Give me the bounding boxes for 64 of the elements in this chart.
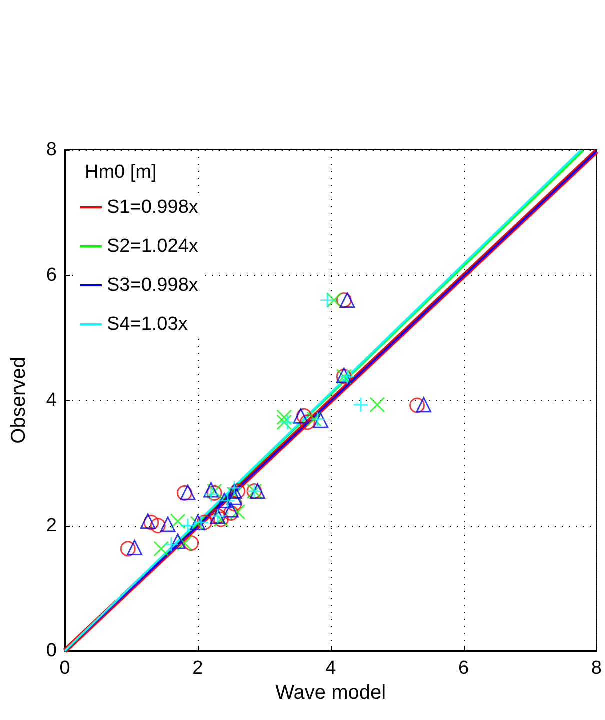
point — [176, 536, 192, 551]
point — [150, 518, 166, 534]
x-tick-label: 8 — [591, 658, 602, 679]
x-tick-label: 0 — [60, 658, 70, 679]
point — [320, 292, 336, 308]
y-tick-label: 0 — [46, 640, 57, 662]
point — [194, 514, 209, 530]
point — [370, 397, 386, 413]
x-tick-label: 2 — [192, 658, 204, 679]
point — [313, 412, 329, 428]
point — [280, 414, 296, 430]
x-tick-label: 4 — [326, 658, 337, 679]
point — [204, 486, 219, 502]
point — [326, 292, 342, 308]
point — [416, 397, 432, 413]
y-tick-label: 8 — [46, 140, 57, 160]
point — [306, 412, 322, 427]
point — [226, 484, 242, 500]
point — [140, 514, 156, 530]
point — [340, 292, 356, 308]
legend-label: S3=0.998x — [107, 275, 199, 296]
point — [216, 493, 232, 508]
point — [196, 514, 212, 530]
point — [296, 408, 312, 424]
point — [226, 480, 242, 496]
x-tick-label: 6 — [458, 658, 470, 679]
point — [310, 412, 326, 427]
point — [336, 292, 352, 308]
point — [154, 541, 170, 557]
legend-label: S2=1.024x — [107, 236, 199, 257]
point — [223, 502, 239, 518]
point — [226, 490, 242, 506]
y-tick-label: 6 — [46, 264, 57, 286]
point — [170, 534, 186, 550]
point — [164, 536, 180, 552]
point — [170, 514, 186, 530]
point — [353, 397, 368, 413]
legend-label: S4=1.03x — [107, 314, 188, 335]
x-axis-title: Wave model — [276, 682, 386, 704]
y-tick-label: 2 — [46, 515, 57, 536]
point — [204, 482, 219, 498]
point — [144, 514, 160, 530]
point — [180, 518, 196, 534]
point — [410, 398, 425, 414]
legend-label: S1=0.998x — [107, 197, 199, 218]
point — [120, 541, 136, 557]
point — [226, 486, 242, 502]
point — [276, 410, 292, 426]
point — [180, 484, 196, 500]
point — [293, 408, 309, 424]
point — [300, 414, 316, 430]
y-axis-title: Observed — [8, 357, 30, 444]
legend-title: Hm0 [m] — [85, 162, 157, 183]
point — [250, 484, 266, 500]
y-tick-label: 4 — [46, 390, 58, 411]
point — [220, 493, 236, 508]
point — [160, 516, 176, 532]
point — [176, 485, 192, 501]
point — [340, 369, 356, 384]
point — [276, 414, 292, 430]
point — [223, 506, 239, 521]
point — [184, 536, 199, 551]
point — [127, 540, 142, 556]
point — [230, 504, 246, 520]
